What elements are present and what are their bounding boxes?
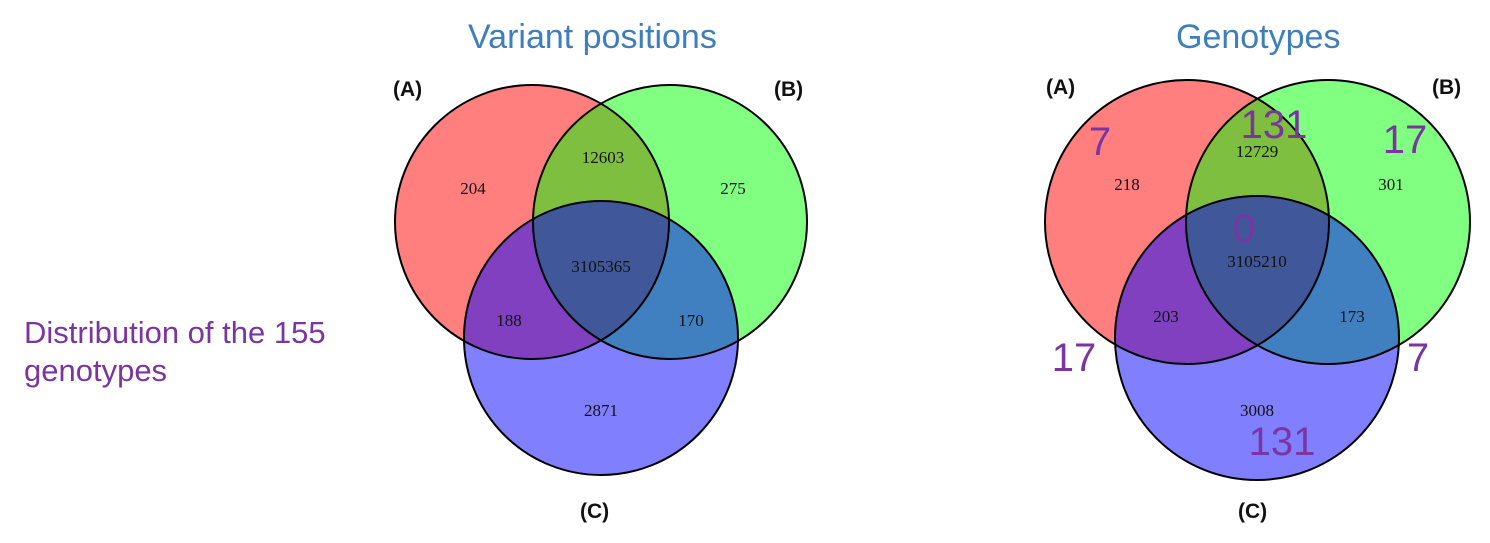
variant-positions-title: Variant positions <box>468 18 717 56</box>
set-a-label: (A) <box>1046 76 1075 99</box>
venn-genotypes: (A) (B) (C) 218 301 3008 12729 203 173 3… <box>1044 76 1471 523</box>
set-abc-overlap <box>533 201 669 359</box>
count-b-only: 275 <box>720 179 746 198</box>
count-a-only: 218 <box>1114 175 1140 194</box>
genotype-distribution-note: Distribution of the 155 genotypes <box>24 315 326 388</box>
set-b-label: (B) <box>1432 76 1461 99</box>
set-c-label: (C) <box>580 500 609 523</box>
count-ab: 12729 <box>1236 142 1279 161</box>
count-ab: 12603 <box>582 148 625 167</box>
set-a-outline <box>1044 79 1330 365</box>
count-c-only: 3008 <box>1240 401 1274 420</box>
genotype-count-center: 0 <box>1233 207 1255 251</box>
set-c-label: (C) <box>1238 500 1267 523</box>
count-ac: 203 <box>1153 307 1179 326</box>
genotype-count-left: 17 <box>1052 336 1097 380</box>
count-ac: 188 <box>496 311 522 330</box>
genotype-count-b-top: 17 <box>1383 118 1428 162</box>
count-abc: 3105210 <box>1227 252 1287 271</box>
genotypes-title: Genotypes <box>1176 18 1341 56</box>
genotype-count-a-top: 7 <box>1089 120 1111 164</box>
set-a-outline <box>394 84 670 360</box>
genotype-count-right: 7 <box>1407 336 1429 380</box>
count-abc: 3105365 <box>571 257 631 276</box>
genotype-count-bottom: 131 <box>1249 420 1316 464</box>
set-b-outline <box>532 84 808 360</box>
set-b-outline <box>1185 79 1471 365</box>
set-c-outline <box>463 200 739 476</box>
set-a-label: (A) <box>393 78 422 101</box>
venn-variant-positions: (A) (B) (C) 204 275 2871 12603 188 170 3… <box>393 78 808 523</box>
genotype-count-ab-top: 131 <box>1241 103 1308 147</box>
count-b-only: 301 <box>1378 175 1404 194</box>
set-b-label: (B) <box>774 78 803 101</box>
count-c-only: 2871 <box>584 401 618 420</box>
count-bc: 173 <box>1339 307 1365 326</box>
count-a-only: 204 <box>460 179 486 198</box>
set-c-outline <box>1114 195 1400 481</box>
count-bc: 170 <box>678 311 704 330</box>
